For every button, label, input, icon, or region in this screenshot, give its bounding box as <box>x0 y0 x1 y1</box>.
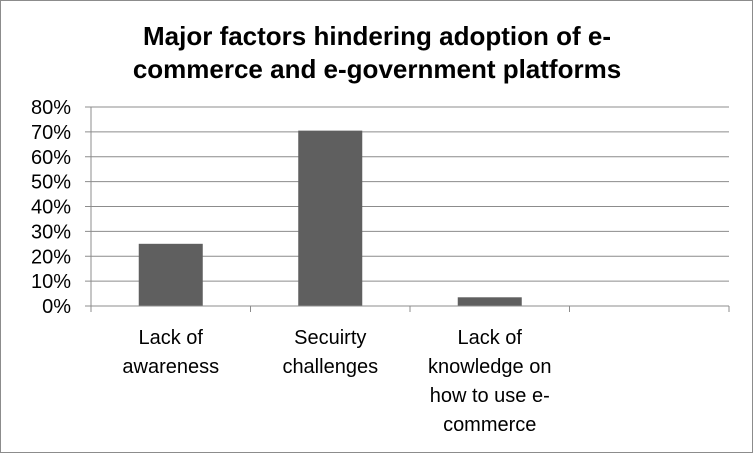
y-tick-label: 50% <box>31 172 71 194</box>
x-category-label: commerce <box>443 414 536 436</box>
y-tick-label: 30% <box>31 221 71 243</box>
x-category-label: knowledge on <box>428 356 551 378</box>
x-category-label: Lack of <box>458 327 523 349</box>
bar <box>457 297 522 306</box>
x-category-label: awareness <box>122 356 219 378</box>
axes <box>90 107 730 312</box>
y-tick-label: 70% <box>31 122 71 144</box>
x-category-label: Secuirty <box>294 327 366 349</box>
bar <box>298 130 363 306</box>
y-tick-label: 10% <box>31 271 71 293</box>
x-category-labels: Lack of awareness Secuirty challenges Lack o… <box>122 327 551 436</box>
x-category-label: Lack of <box>139 327 204 349</box>
y-tick-label: 20% <box>31 246 71 268</box>
y-tick-label: 80% <box>31 97 71 119</box>
y-tick-labels: 0% 10% 20% 30%40% 50% 60% 70% 80% <box>31 97 71 318</box>
bars <box>138 130 522 306</box>
x-category-label: challenges <box>282 356 378 378</box>
x-category-label: how to use e- <box>430 385 550 407</box>
chart-title-line: Major factors hindering adoption of e- <box>143 21 611 51</box>
chart-title: Major factors hindering adoption of e-co… <box>133 21 621 84</box>
y-tick-label: 60% <box>31 147 71 169</box>
bar <box>138 243 203 306</box>
y-tick-label: 40% <box>31 197 71 219</box>
y-tick-label: 0% <box>42 296 71 318</box>
chart-title-line: commerce and e-government platforms <box>133 54 621 84</box>
